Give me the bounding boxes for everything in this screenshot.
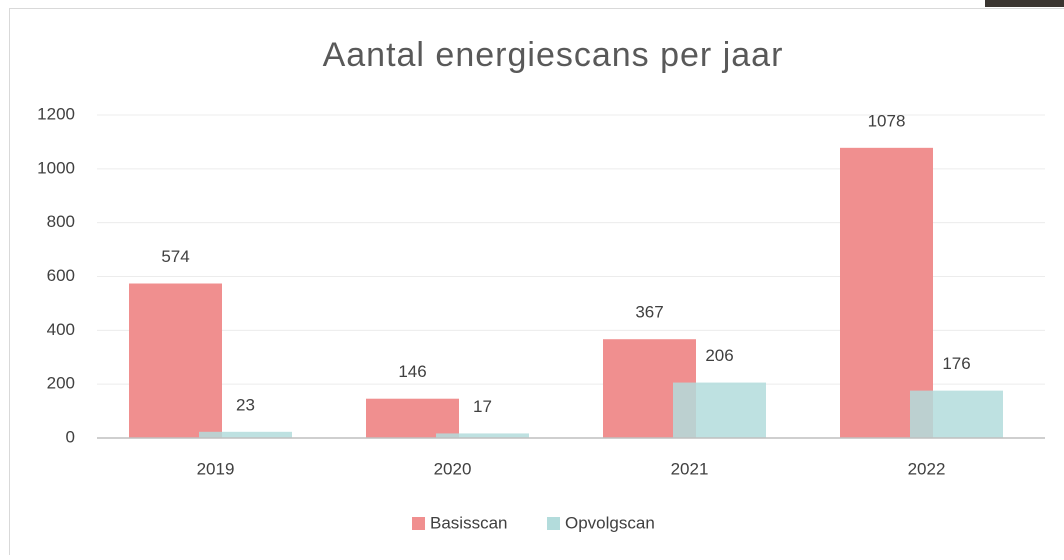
value-label: 17 — [473, 397, 492, 416]
bar — [129, 283, 222, 438]
value-label: 1078 — [868, 111, 906, 130]
value-label: 206 — [705, 346, 733, 365]
value-label: 176 — [942, 354, 970, 373]
value-label: 574 — [161, 247, 189, 266]
x-tick-label: 2020 — [434, 459, 472, 478]
chart-title: Aantal energiescans per jaar — [323, 36, 784, 74]
bar — [366, 399, 459, 438]
legend-label: Opvolgscan — [565, 513, 655, 532]
x-tick-label: 2019 — [197, 459, 235, 478]
value-label: 23 — [236, 395, 255, 414]
y-tick-label: 1200 — [37, 104, 75, 123]
y-tick-label: 0 — [66, 427, 75, 446]
value-label: 367 — [635, 303, 663, 322]
y-tick-label: 200 — [47, 374, 75, 393]
y-tick-label: 400 — [47, 320, 75, 339]
y-tick-label: 600 — [47, 266, 75, 285]
legend-swatch — [547, 517, 560, 530]
legend-label: Basisscan — [430, 513, 507, 532]
x-tick-label: 2021 — [671, 459, 709, 478]
x-tick-label: 2022 — [908, 459, 946, 478]
value-label: 146 — [398, 362, 426, 381]
legend-swatch — [412, 517, 425, 530]
y-tick-label: 1000 — [37, 158, 75, 177]
bar — [910, 391, 1003, 438]
bar — [673, 383, 766, 438]
bar — [199, 432, 292, 438]
photo-fragment — [985, 0, 1064, 7]
y-tick-label: 800 — [47, 212, 75, 231]
